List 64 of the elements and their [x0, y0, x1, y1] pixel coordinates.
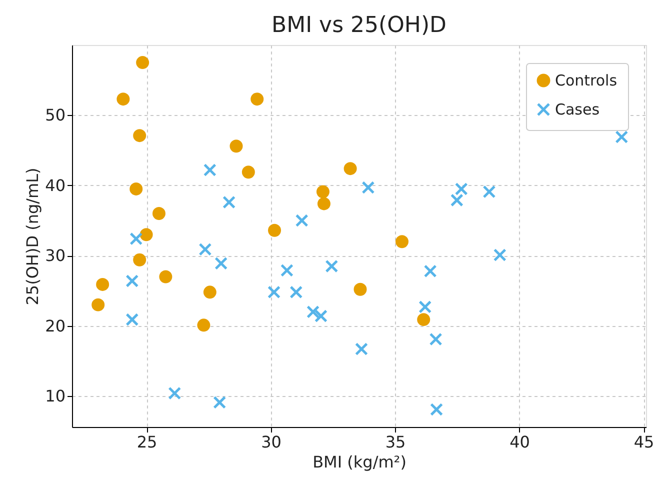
point	[429, 332, 442, 346]
point	[290, 286, 303, 299]
point	[92, 298, 105, 312]
y-tick-label: 30	[45, 246, 66, 266]
point	[133, 129, 146, 142]
y-tick-label: 10	[45, 386, 66, 406]
chart-title: BMI vs 25(OH)D	[272, 13, 446, 38]
point	[395, 235, 408, 248]
point	[159, 270, 172, 284]
point	[126, 313, 139, 326]
x-tick-label: 25	[136, 432, 158, 452]
point	[306, 305, 320, 318]
point	[203, 286, 216, 299]
x-axis-title: BMI (kg/m²)	[312, 452, 406, 472]
y-tick-label: 40	[45, 176, 66, 195]
point	[96, 278, 110, 291]
point	[424, 264, 437, 278]
y-axis-title: 25(OH)D (ng/mL)	[23, 168, 42, 306]
x-tick-label: 45	[634, 432, 654, 452]
point	[280, 264, 294, 277]
point	[168, 386, 182, 400]
point	[198, 242, 212, 256]
point	[454, 182, 468, 196]
point	[493, 248, 506, 262]
x-tick-label: 35	[385, 432, 406, 452]
point	[325, 260, 338, 273]
point	[316, 185, 330, 198]
point	[213, 396, 226, 409]
point	[615, 130, 628, 144]
point	[230, 140, 243, 153]
point	[317, 197, 330, 210]
point	[222, 196, 236, 209]
point	[130, 232, 143, 246]
x-tick-label: 30	[261, 432, 282, 452]
point	[268, 224, 282, 237]
y-tick-label: 50	[45, 106, 66, 125]
point	[197, 318, 210, 332]
legend-label: Cases	[555, 100, 600, 118]
point	[214, 256, 228, 270]
point	[140, 228, 153, 242]
point	[203, 164, 216, 176]
point	[344, 162, 357, 176]
point	[354, 342, 368, 356]
point	[354, 282, 367, 296]
point	[418, 300, 432, 314]
point	[314, 310, 328, 323]
point	[130, 182, 143, 196]
point	[152, 207, 166, 220]
legend-label: Controls	[555, 72, 618, 90]
point	[126, 274, 139, 288]
point	[430, 402, 444, 416]
point	[362, 181, 375, 194]
point	[295, 214, 308, 228]
point	[136, 56, 150, 70]
point	[250, 92, 264, 106]
point	[268, 286, 281, 299]
point	[116, 92, 130, 106]
point	[242, 166, 255, 179]
y-tick-label: 20	[45, 316, 66, 336]
x-tick-label: 40	[510, 432, 530, 452]
point	[133, 253, 146, 266]
point	[482, 185, 496, 198]
point	[417, 313, 430, 326]
point	[450, 194, 464, 207]
